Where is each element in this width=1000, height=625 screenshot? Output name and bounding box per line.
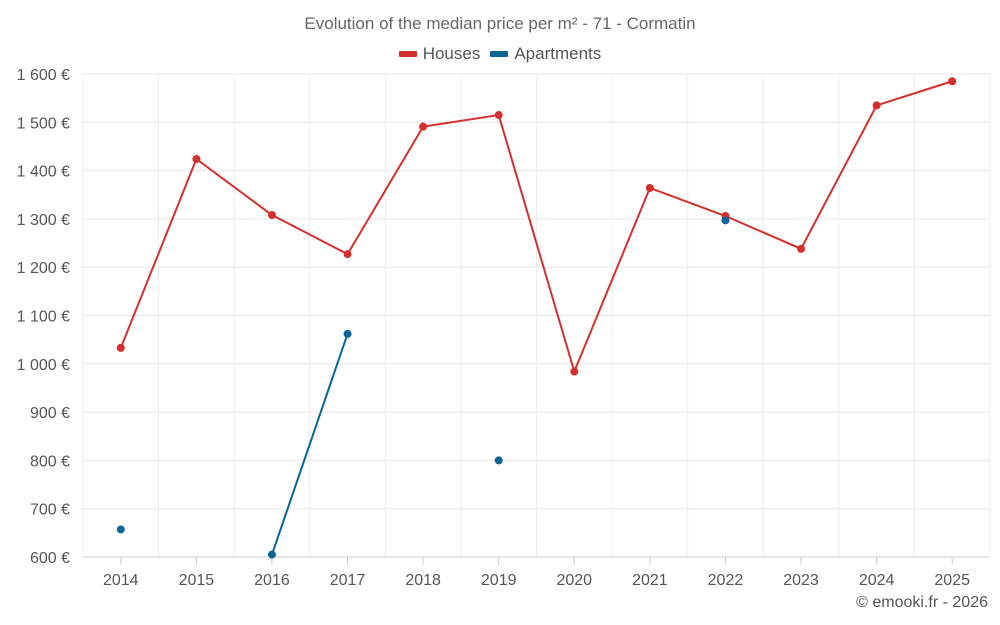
x-tick-label-2017: 2017 xyxy=(330,572,366,589)
x-tick-label-2018: 2018 xyxy=(405,572,441,589)
x-tick-label-2014: 2014 xyxy=(103,572,139,589)
y-tick-label-1300: 1 300 € xyxy=(17,212,70,229)
legend-swatch-houses xyxy=(398,51,417,57)
data-point-houses-2024[interactable] xyxy=(872,101,881,110)
legend-item-houses[interactable]: Houses xyxy=(398,44,481,64)
data-point-apartments-2016[interactable] xyxy=(267,550,276,559)
x-tick-label-2021: 2021 xyxy=(632,572,668,589)
y-tick-label-800: 800 € xyxy=(30,453,70,470)
y-tick-label-1200: 1 200 € xyxy=(17,260,70,277)
data-point-houses-2018[interactable] xyxy=(419,122,428,131)
data-point-houses-2023[interactable] xyxy=(797,244,806,253)
x-tick-label-2016: 2016 xyxy=(254,572,290,589)
y-tick-label-1400: 1 400 € xyxy=(17,164,70,181)
y-tick-label-900: 900 € xyxy=(30,405,70,422)
data-point-houses-2021[interactable] xyxy=(645,183,654,192)
y-tick-label-1100: 1 100 € xyxy=(17,309,70,326)
legend-item-apartments[interactable]: Apartments xyxy=(490,44,601,64)
legend-label-apartments: Apartments xyxy=(514,44,602,63)
data-point-houses-2025[interactable] xyxy=(948,77,957,86)
x-tick-label-2019: 2019 xyxy=(481,572,517,589)
series-line-houses-0 xyxy=(119,80,953,373)
series-line-apartments-1 xyxy=(271,333,349,555)
y-tick-label-1600: 1 600 € xyxy=(17,67,70,84)
data-point-apartments-2017[interactable] xyxy=(343,329,352,338)
data-point-houses-2015[interactable] xyxy=(192,155,201,164)
credit-text: © emooki.fr - 2026 xyxy=(856,594,988,611)
legend-label-houses: Houses xyxy=(422,44,481,63)
data-point-houses-2020[interactable] xyxy=(570,367,579,376)
x-tick-label-2020: 2020 xyxy=(556,572,592,589)
legend-swatch-apartments xyxy=(490,51,509,57)
x-tick-label-2022: 2022 xyxy=(708,572,744,589)
data-point-houses-2017[interactable] xyxy=(343,250,352,259)
x-tick-label-2025: 2025 xyxy=(934,572,970,589)
data-point-houses-2014[interactable] xyxy=(116,343,125,352)
y-tick-label-700: 700 € xyxy=(30,502,70,519)
data-point-apartments-2022[interactable] xyxy=(721,216,730,225)
x-tick-label-2015: 2015 xyxy=(179,572,215,589)
data-point-apartments-2014[interactable] xyxy=(116,525,125,534)
y-tick-label-1000: 1 000 € xyxy=(17,357,70,374)
y-tick-label-600: 600 € xyxy=(30,550,70,567)
y-tick-label-1500: 1 500 € xyxy=(17,115,70,132)
data-point-apartments-2019[interactable] xyxy=(494,456,503,465)
data-point-houses-2016[interactable] xyxy=(267,211,276,220)
x-tick-label-2024: 2024 xyxy=(859,572,895,589)
chart-title: Evolution of the median price per m² - 7… xyxy=(304,14,696,33)
chart-legend: Houses Apartments xyxy=(0,44,1000,64)
x-tick-label-2023: 2023 xyxy=(783,572,819,589)
data-point-houses-2019[interactable] xyxy=(494,111,503,120)
